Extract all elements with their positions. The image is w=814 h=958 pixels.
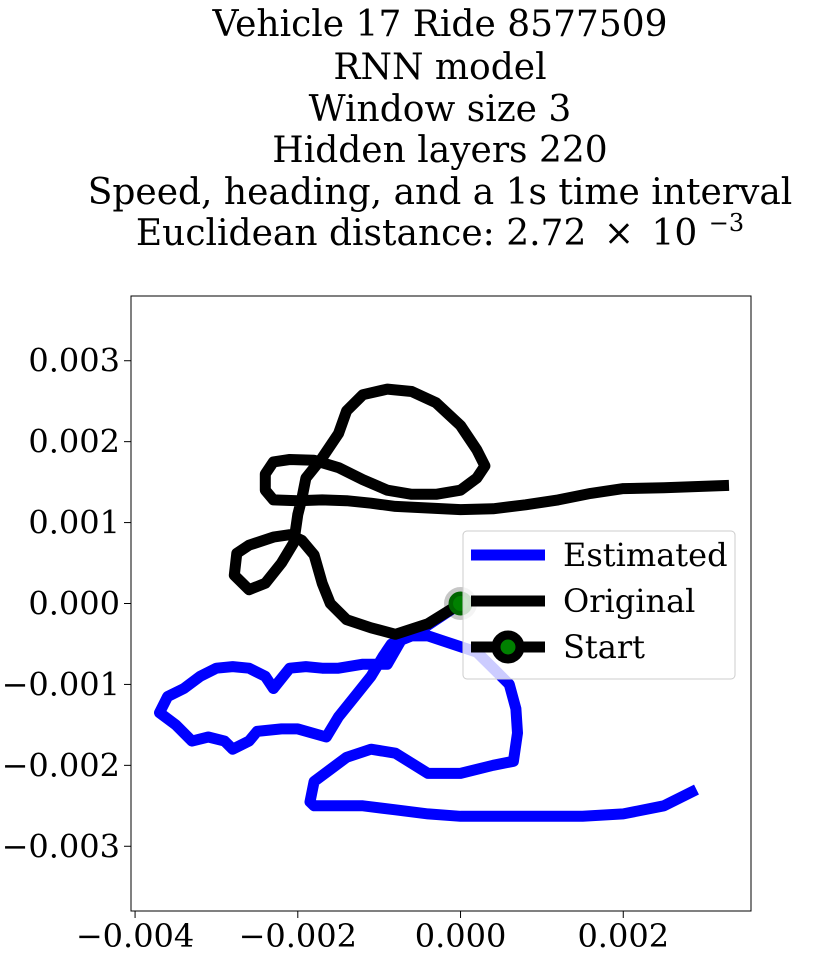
title-line-4: Hidden layers 220 <box>272 130 607 171</box>
title-distance-times: × <box>604 213 634 254</box>
chart-title: Vehicle 17 Ride 8577509 RNN model Window… <box>88 4 793 254</box>
y-axis-ticks: 0.003 0.002 0.001 0.000 −0.001 −0.002 −0.003 <box>2 342 131 865</box>
title-distance-base: 10 <box>651 213 697 254</box>
y-tick-label: 0.002 <box>28 423 120 461</box>
x-tick-label: 0.002 <box>577 917 669 955</box>
y-tick-label: 0.000 <box>28 585 120 623</box>
title-line-6: Euclidean distance: 2.72 × 10 −3 <box>136 209 744 254</box>
legend: Estimated Original Start <box>462 530 736 680</box>
legend-marker-start <box>491 630 525 664</box>
y-tick-label: −0.003 <box>2 827 120 865</box>
x-tick-label: −0.004 <box>76 917 194 955</box>
x-tick-label: −0.002 <box>239 917 357 955</box>
title-line-2: RNN model <box>333 47 546 88</box>
y-tick-label: −0.002 <box>2 746 120 784</box>
title-distance-prefix: Euclidean distance: 2.72 <box>136 213 586 254</box>
title-line-1: Vehicle 17 Ride 8577509 <box>211 4 667 45</box>
legend-label-original: Original <box>563 582 695 620</box>
x-tick-label: 0.000 <box>415 917 507 955</box>
series-line-estimated <box>154 598 699 822</box>
title-line-3: Window size 3 <box>309 89 572 130</box>
series-line-original <box>228 383 730 640</box>
title-distance-exp: −3 <box>709 209 744 237</box>
y-tick-label: 0.001 <box>28 504 120 542</box>
legend-label-estimated: Estimated <box>563 536 728 574</box>
legend-label-start: Start <box>563 628 645 666</box>
title-line-5: Speed, heading, and a 1s time interval <box>88 172 793 213</box>
y-tick-label: 0.003 <box>28 342 120 380</box>
x-axis-ticks: −0.004 −0.002 0.000 0.002 <box>76 911 669 955</box>
y-tick-label: −0.001 <box>2 665 120 703</box>
